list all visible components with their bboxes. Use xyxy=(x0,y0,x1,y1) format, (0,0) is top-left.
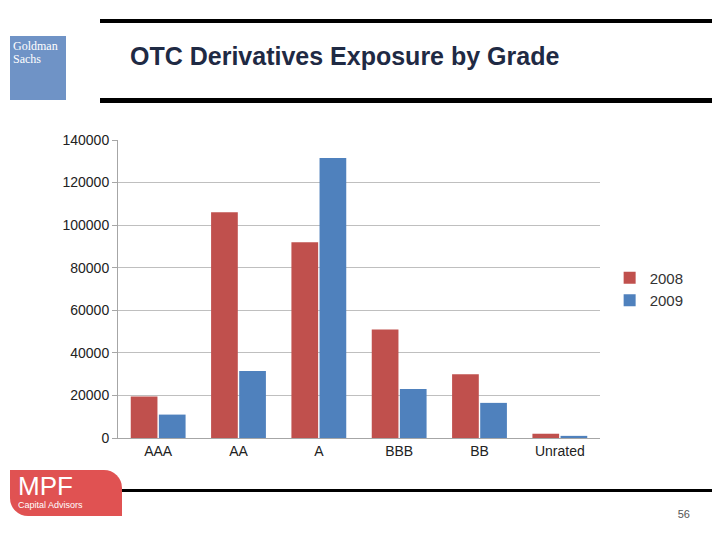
svg-text:120000: 120000 xyxy=(62,174,109,190)
svg-text:AAA: AAA xyxy=(144,443,173,459)
svg-text:20000: 20000 xyxy=(70,387,109,403)
svg-text:A: A xyxy=(314,443,324,459)
svg-text:140000: 140000 xyxy=(62,132,109,148)
svg-text:Unrated: Unrated xyxy=(535,443,585,459)
svg-text:BB: BB xyxy=(470,443,489,459)
svg-text:60000: 60000 xyxy=(70,302,109,318)
html-text:56: 56 xyxy=(677,508,690,520)
svg-text:AA: AA xyxy=(229,443,248,459)
svg-text:2009: 2009 xyxy=(650,292,683,309)
svg-text:BBB: BBB xyxy=(385,443,413,459)
svg-text:100000: 100000 xyxy=(62,217,109,233)
svg-text:40000: 40000 xyxy=(70,345,109,361)
html-text:Goldman: Goldman xyxy=(13,39,58,53)
svg-text:2008: 2008 xyxy=(650,270,683,287)
svg-text:80000: 80000 xyxy=(70,260,109,276)
html-text:Capital Advisors: Capital Advisors xyxy=(18,500,83,510)
html-text:Sachs: Sachs xyxy=(13,52,41,66)
svg-text:OTC Derivatives Exposure by Gr: OTC Derivatives Exposure by Grade xyxy=(130,42,559,70)
html-text:MPF: MPF xyxy=(18,471,73,501)
svg-text:0: 0 xyxy=(101,430,109,446)
